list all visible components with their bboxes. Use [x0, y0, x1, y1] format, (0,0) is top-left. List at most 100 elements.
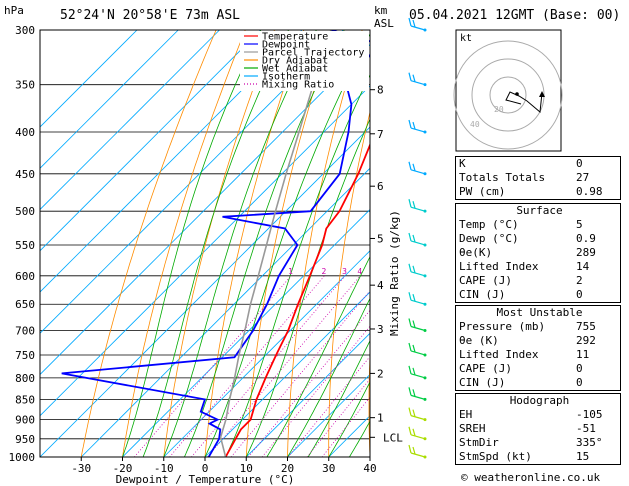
pressure-tick-label: 550 — [15, 239, 35, 252]
isotherm-line — [40, 30, 179, 169]
wind-barb-flag — [412, 446, 416, 455]
dry-adiabat-line — [328, 110, 370, 457]
wind-barb-flag — [412, 344, 416, 353]
wind-barb-flag — [412, 428, 416, 436]
wind-barb-flag — [412, 389, 416, 397]
wind-barb-flag — [408, 342, 412, 352]
pressure-tick-label: 700 — [15, 325, 35, 338]
isotherm-line — [122, 208, 370, 457]
wind-barb-flag — [408, 17, 412, 27]
x-tick-label: 40 — [363, 462, 376, 475]
isotherm-line — [40, 85, 370, 417]
pressure-tick-label: 650 — [15, 298, 35, 311]
isotherm-line — [40, 30, 138, 128]
dry-adiabat-line — [80, 30, 217, 457]
pressure-tick-label: 950 — [15, 433, 35, 446]
index-row: θe(K) 289 — [459, 246, 596, 259]
hodograph-ring-40: 40 — [470, 120, 480, 129]
pressure-tick-label: 1000 — [9, 451, 36, 464]
isotherm-line — [40, 30, 220, 211]
index-row: StmDir 335° — [459, 436, 603, 449]
km-tick-label: LCL — [383, 431, 403, 444]
footer-copyright: © weatheronline.co.uk — [461, 471, 601, 484]
mixing-ratio-label: 2 — [321, 267, 326, 276]
wind-barb — [410, 394, 426, 400]
isotherm-line — [40, 30, 262, 252]
legend-label: Dewpoint — [262, 40, 310, 51]
wind-barb-dot — [423, 418, 427, 422]
dry-adiabat-line — [122, 30, 246, 457]
mixing-ratio-line — [169, 275, 325, 457]
wind-barb-flag — [412, 265, 416, 273]
wind-barb-flag — [412, 74, 416, 82]
isotherm-line — [204, 291, 370, 457]
wind-barb-flag — [408, 318, 412, 327]
mixing-ratio-line — [287, 355, 370, 457]
wind-barb-flag — [412, 201, 416, 209]
wind-barb — [410, 299, 426, 305]
wet-adiabat-line — [287, 297, 370, 457]
wind-barb-flag — [412, 121, 416, 130]
index-row: CIN (J) 0 — [459, 376, 583, 389]
x-tick-label: 10 — [240, 462, 253, 475]
index-row: SREH -51 — [459, 422, 596, 435]
wind-barb-flag — [412, 367, 416, 376]
wind-barb-flag — [408, 72, 412, 81]
index-row: Temp (°C) 5 — [459, 218, 583, 231]
x-tick-label: -20 — [113, 462, 133, 475]
legend-box — [240, 31, 369, 91]
pressure-tick-label: 750 — [15, 349, 35, 362]
mixing-ratio-label: 15 — [433, 267, 443, 276]
x-tick-label: 20 — [281, 462, 294, 475]
wind-barb-flag — [412, 294, 416, 302]
km-tick-label: 6 — [377, 180, 384, 193]
wind-barb-dot — [423, 376, 427, 380]
wet-adiabat-line — [122, 30, 262, 457]
x-tick-label: 30 — [322, 462, 335, 475]
x-tick-label: -10 — [154, 462, 174, 475]
index-row: θe (K) 292 — [459, 334, 596, 347]
pressure-tick-label: 500 — [15, 205, 35, 218]
x-tick-label: -30 — [71, 462, 91, 475]
legend-label: Mixing Ratio — [262, 80, 334, 91]
isotherm-line — [40, 126, 370, 457]
isotherm-line — [163, 250, 370, 457]
wet-adiabat-line — [163, 30, 317, 457]
wind-barb-flag — [408, 199, 412, 208]
dry-adiabat-line — [163, 30, 275, 457]
km-tick-label: 3 — [377, 323, 384, 336]
wind-barb-dot — [423, 172, 427, 176]
wet-adiabat-line — [328, 381, 370, 457]
pressure-tick-label: 900 — [15, 414, 35, 427]
isotherm-line — [40, 30, 344, 334]
wind-barb-flag — [412, 409, 416, 417]
pressure-tick-label: 450 — [15, 168, 35, 181]
pressure-tick-label: 300 — [15, 24, 35, 37]
wind-barb-dot — [423, 274, 427, 278]
legend-label: Parcel Trajectory — [262, 48, 364, 59]
km-tick-label: 7 — [377, 128, 384, 141]
km-tick-label: 4 — [377, 279, 384, 292]
wind-barb — [410, 325, 426, 332]
wind-barb — [410, 25, 426, 31]
wind-barb-flag — [408, 232, 412, 242]
x-tick-label: 0 — [202, 462, 209, 475]
km-tick-label: 8 — [377, 84, 384, 97]
isotherm-line — [40, 43, 370, 376]
km-tick-label: 5 — [377, 232, 384, 245]
wind-barb-flag — [408, 387, 412, 396]
dry-adiabat-line — [204, 30, 305, 457]
isotherm-line — [40, 30, 303, 293]
indices-surface-table: Surface Temp (°C) 5 Dewp (°C) 0.9 θe(K) 289… — [455, 203, 621, 303]
index-row: Lifted Index 11 — [459, 348, 590, 361]
pressure-tick-label: 350 — [15, 79, 35, 92]
wind-barb-dot — [423, 130, 427, 134]
dry-adiabat-line — [245, 30, 334, 457]
wind-barb — [410, 350, 426, 356]
mixing-ratio-axis-label: Mixing Ratio (g/kg) — [388, 210, 401, 336]
most-unstable-title: Most Unstable — [496, 306, 583, 319]
pressure-tick-label: 400 — [15, 126, 35, 139]
km-tick-label: 1 — [377, 412, 384, 425]
hodograph-ring-20: 20 — [494, 105, 504, 114]
